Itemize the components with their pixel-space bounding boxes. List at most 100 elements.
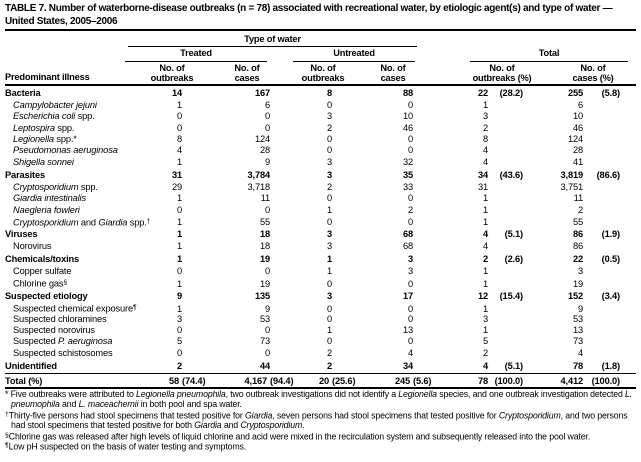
cell-total-outbreaks-pct: (5.1) (504, 361, 524, 372)
cell-untreated-outbreaks: 2 (270, 123, 332, 134)
cell-untreated-cases: 35 (332, 170, 413, 181)
col-header-line1: No. of (380, 62, 406, 73)
cell-value: 3 (326, 156, 332, 167)
col-header-treated-outbreaks: No. of outbreaks (132, 63, 212, 83)
cell-treated-outbreaks: 29 (136, 182, 182, 193)
cell-value: 3,784 (247, 170, 270, 181)
cell-value: 0 (407, 303, 413, 314)
cell-treated-outbreaks: 1 (136, 100, 182, 111)
illness-label: Viruses (5, 229, 136, 240)
cell-value: 19 (259, 278, 270, 289)
illness-label: Parasites (5, 170, 136, 181)
cell-total-outbreaks: 8 (482, 133, 488, 144)
cell-untreated-outbreaks: 0 (270, 336, 332, 347)
cell-value: 0 (326, 336, 332, 347)
cell-value: 0 (326, 303, 332, 314)
text: species, and one outbreak investigation … (436, 389, 626, 399)
cell-treated-cases: 44 (182, 361, 270, 372)
cell-untreated-outbreaks: 3 (270, 291, 332, 302)
footnote: †Thirty-five persons had stool specimens… (5, 410, 639, 431)
table-row: Copper sulfate 0 0 1 3 1 3 (5, 266, 636, 277)
cell-untreated-outbreaks: 8 (270, 88, 332, 99)
footnote-marker: § (5, 431, 9, 439)
cell-untreated-cases: 88 (332, 88, 413, 99)
illness-label: Copper sulfate (5, 266, 136, 277)
cell-total-outbreaks: 3 (482, 313, 488, 324)
cell-value: 0 (264, 204, 270, 215)
text: spp. (75, 111, 95, 122)
illness-label: Suspected chloramines (5, 314, 136, 325)
cell-treated-outbreaks: 1 (136, 241, 182, 252)
cell-untreated-outbreaks: 2 (270, 348, 332, 359)
cell-untreated-outbreaks: 0 (270, 217, 332, 228)
table-row: Leptospira spp. 0 0 2 46 2 46 (5, 122, 636, 133)
cell-total-cases: 73 (572, 336, 583, 347)
cell-treated-cases: 73 (182, 336, 270, 347)
illness-label: Suspected etiology (5, 291, 136, 302)
cell-untreated-cases: 68 (332, 229, 413, 240)
cell-untreated-outbreaks: 0 (270, 145, 332, 156)
italic-text: Campylobacter jejuni (13, 99, 97, 110)
cell-total-outbreaks: 1 (482, 325, 488, 336)
cell-untreated-outbreaks: 0 (270, 314, 332, 325)
cell-total-cases: 2 (577, 204, 583, 215)
text: Suspected etiology (5, 290, 88, 301)
cell-total-cases: 10 (572, 111, 583, 122)
cell-value: 4 (176, 145, 182, 156)
text: Suspected chemical exposure (13, 303, 133, 314)
col-header-untreated-outbreaks: No. of outbreaks (283, 63, 363, 83)
cell-untreated-cases: 46 (332, 123, 413, 134)
cell-untreated-cases: 0 (332, 134, 413, 145)
cell-value: 245 (394, 376, 410, 387)
cell-treated-cases: 6 (182, 100, 270, 111)
cell-treated-cases: 0 (182, 123, 270, 134)
cell-treated-cases: 9 (182, 304, 270, 315)
illness-label: Chemicals/toxins (5, 254, 136, 265)
cell-value: 0 (326, 145, 332, 156)
table-row: Shigella sonnei 1 9 3 32 4 41 (5, 157, 636, 168)
cell-treated-cases: 18 (182, 229, 270, 240)
text: Bacteria (5, 88, 41, 99)
cell-value: 34 (402, 361, 413, 372)
cell-value: 8 (176, 133, 182, 144)
cell-value: 0 (264, 111, 270, 122)
table-row: Giardia intestinalis 1 11 0 0 1 11 (5, 193, 636, 204)
col-header-line2: cases (234, 72, 260, 83)
cell-total-cases: 19 (572, 278, 583, 289)
illness-label: Campylobacter jejuni (5, 100, 136, 111)
cell-treated-cases: 55 (182, 217, 270, 228)
cell-total-cases: 55 (572, 217, 583, 228)
cell-treated-cases: 0 (182, 111, 270, 122)
cell-treated-cases: 0 (182, 205, 270, 216)
table-row: Norovirus 1 18 3 68 4 86 (5, 241, 636, 252)
cell-value: 53 (259, 313, 270, 324)
cell-value: 2 (326, 181, 332, 192)
footnote-marker: † (5, 410, 9, 418)
cell-value: 3 (326, 240, 332, 251)
cell-untreated-outbreaks: 0 (270, 279, 332, 290)
cell-value: 44 (259, 361, 270, 372)
row-label-header: Predominant illness (5, 72, 90, 82)
cell-treated-cases: 3,718 (182, 182, 270, 193)
text: spp. (54, 122, 75, 133)
cell-value: 4 (407, 347, 413, 358)
type-of-water-header: Type of water (244, 33, 301, 44)
cell-value: 0 (176, 325, 182, 336)
text: Chlorine gas was released after high lev… (8, 431, 591, 442)
cell-value: 0 (264, 347, 270, 358)
cell-treated-outbreaks: 0 (136, 325, 182, 336)
illness-label: Suspected schistosomes (5, 348, 136, 359)
cell-untreated-cases: 32 (332, 157, 413, 168)
cell-untreated-cases: 3 (332, 254, 413, 265)
cell-total-outbreaks-pct: (2.6) (504, 254, 524, 265)
illness-label: Total (%) (5, 376, 136, 387)
cell-total-outbreaks-pct: (43.6) (499, 170, 524, 181)
text: . (302, 420, 305, 431)
italic-text: Legionella pneumophila (136, 389, 226, 399)
cell-total-cases: 6 (577, 99, 583, 110)
cell-value: 17 (402, 290, 413, 301)
illness-label: Escherichia coli spp. (5, 111, 136, 122)
cell-treated-cases: 0 (182, 325, 270, 336)
text: Viruses (5, 229, 38, 240)
